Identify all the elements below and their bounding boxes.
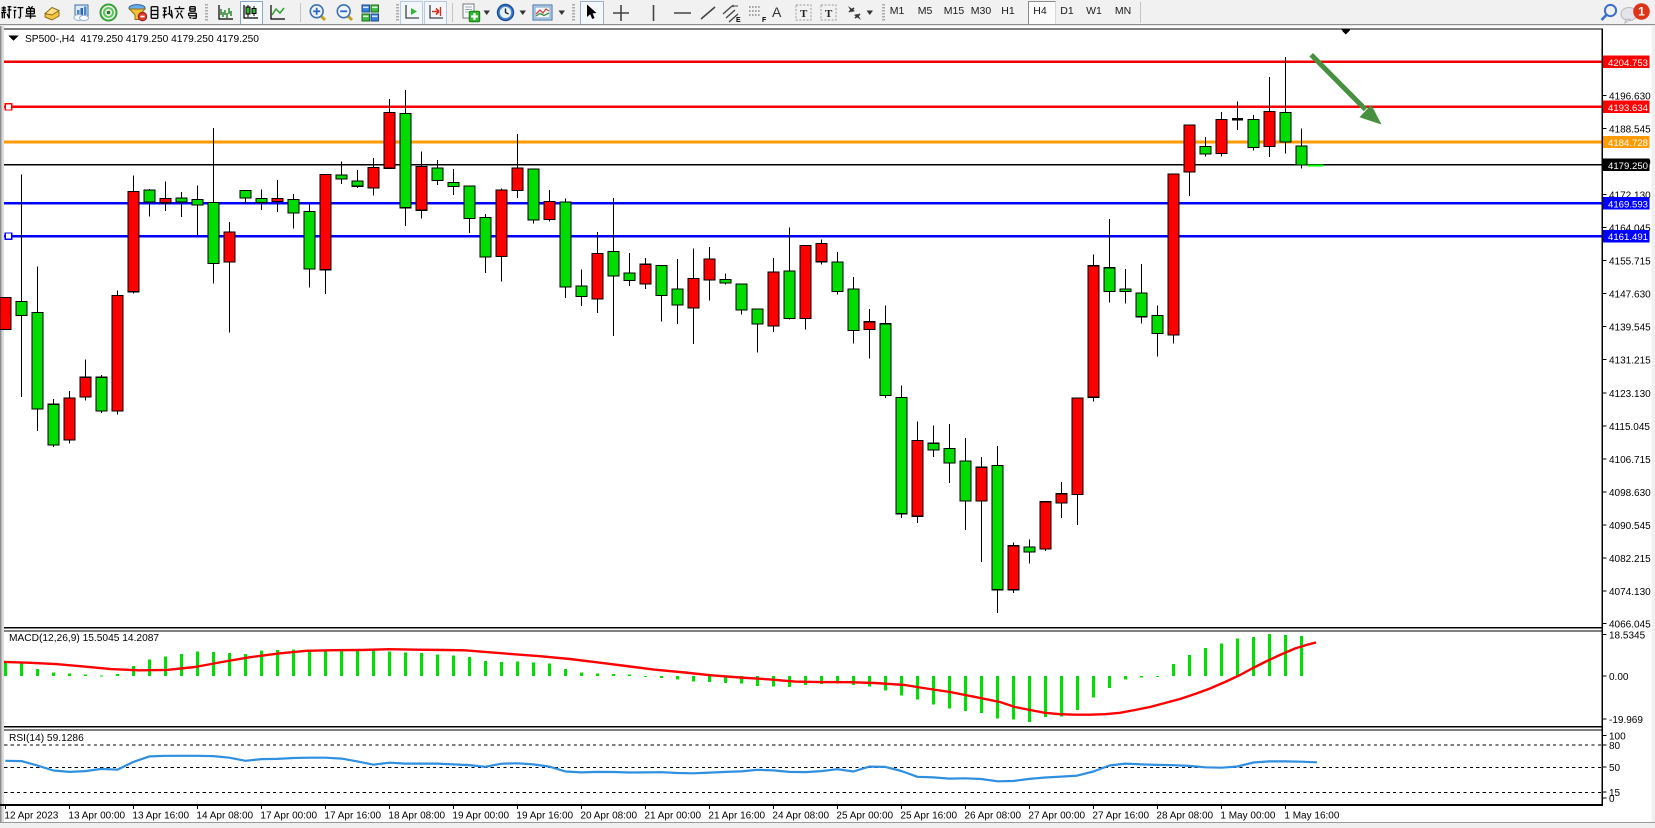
svg-text:4090.545: 4090.545 — [1609, 521, 1651, 532]
svg-text:4082.215: 4082.215 — [1609, 554, 1651, 565]
svg-text:4179.250: 4179.250 — [1608, 161, 1648, 172]
svg-text:13 Apr 00:00: 13 Apr 00:00 — [68, 811, 125, 822]
svg-text:4164.045: 4164.045 — [1609, 224, 1651, 235]
svg-text:4098.630: 4098.630 — [1609, 488, 1651, 499]
svg-text:50: 50 — [1609, 763, 1621, 774]
svg-text:20 Apr 08:00: 20 Apr 08:00 — [580, 811, 637, 822]
svg-text:4196.630: 4196.630 — [1609, 91, 1651, 102]
svg-text:4188.545: 4188.545 — [1609, 124, 1651, 135]
svg-text:T: T — [825, 8, 833, 20]
svg-text:25 Apr 00:00: 25 Apr 00:00 — [836, 811, 893, 822]
svg-text:15: 15 — [1609, 788, 1621, 799]
svg-text:19 Apr 16:00: 19 Apr 16:00 — [516, 811, 573, 822]
svg-text:4074.130: 4074.130 — [1609, 587, 1651, 598]
svg-text:28 Apr 08:00: 28 Apr 08:00 — [1156, 811, 1213, 822]
svg-text:17 Apr 00:00: 17 Apr 00:00 — [260, 811, 317, 822]
svg-text:RSI(14) 59.1286: RSI(14) 59.1286 — [9, 733, 84, 744]
svg-text:80: 80 — [1609, 741, 1621, 752]
svg-text:1: 1 — [1638, 5, 1645, 19]
svg-text:18 Apr 08:00: 18 Apr 08:00 — [388, 811, 445, 822]
svg-text:21 Apr 16:00: 21 Apr 16:00 — [708, 811, 765, 822]
svg-text:4147.630: 4147.630 — [1609, 290, 1651, 301]
svg-text:17 Apr 16:00: 17 Apr 16:00 — [324, 811, 381, 822]
svg-text:19 Apr 00:00: 19 Apr 00:00 — [452, 811, 509, 822]
svg-text:18.5345: 18.5345 — [1609, 630, 1646, 641]
svg-text:4161.491: 4161.491 — [1608, 232, 1648, 243]
svg-text:4172.130: 4172.130 — [1609, 191, 1651, 202]
svg-text:100: 100 — [1609, 732, 1626, 743]
svg-text:0.00: 0.00 — [1609, 672, 1629, 683]
svg-text:13 Apr 16:00: 13 Apr 16:00 — [132, 811, 189, 822]
svg-text:4131.215: 4131.215 — [1609, 356, 1651, 367]
svg-text:24 Apr 08:00: 24 Apr 08:00 — [772, 811, 829, 822]
svg-text:1 May 00:00: 1 May 00:00 — [1220, 811, 1275, 822]
svg-text:4193.634: 4193.634 — [1608, 103, 1649, 114]
svg-text:4204.753: 4204.753 — [1608, 58, 1648, 69]
svg-text:4115.045: 4115.045 — [1609, 422, 1650, 433]
svg-text:4184.728: 4184.728 — [1608, 138, 1648, 149]
svg-text:E: E — [736, 17, 741, 23]
svg-text:4139.545: 4139.545 — [1609, 323, 1651, 334]
svg-text:4169.593: 4169.593 — [1608, 199, 1648, 210]
svg-text:25 Apr 16:00: 25 Apr 16:00 — [900, 811, 957, 822]
svg-text:27 Apr 00:00: 27 Apr 00:00 — [1028, 811, 1085, 822]
svg-text:F: F — [762, 17, 767, 23]
svg-text:T: T — [800, 8, 808, 20]
svg-text:4066.045: 4066.045 — [1609, 620, 1651, 631]
svg-text:4123.130: 4123.130 — [1609, 389, 1651, 400]
svg-text:MACD(12,26,9) 15.5045 14.2087: MACD(12,26,9) 15.5045 14.2087 — [9, 633, 159, 644]
svg-text:27 Apr 16:00: 27 Apr 16:00 — [1092, 811, 1149, 822]
svg-text:4106.715: 4106.715 — [1609, 455, 1651, 466]
svg-text:14 Apr 08:00: 14 Apr 08:00 — [196, 811, 253, 822]
svg-text:SP500-,H4 4179.250 4179.250 4: SP500-,H4 4179.250 4179.250 4179.250 417… — [25, 34, 259, 45]
svg-text:12 Apr 2023: 12 Apr 2023 — [4, 811, 58, 822]
svg-text:4155.715: 4155.715 — [1609, 257, 1651, 268]
svg-text:26 Apr 08:00: 26 Apr 08:00 — [964, 811, 1021, 822]
svg-text:-19.969: -19.969 — [1609, 715, 1643, 726]
svg-text:1 May 16:00: 1 May 16:00 — [1284, 811, 1339, 822]
svg-text:0: 0 — [1609, 794, 1615, 805]
svg-text:21 Apr 00:00: 21 Apr 00:00 — [644, 811, 701, 822]
